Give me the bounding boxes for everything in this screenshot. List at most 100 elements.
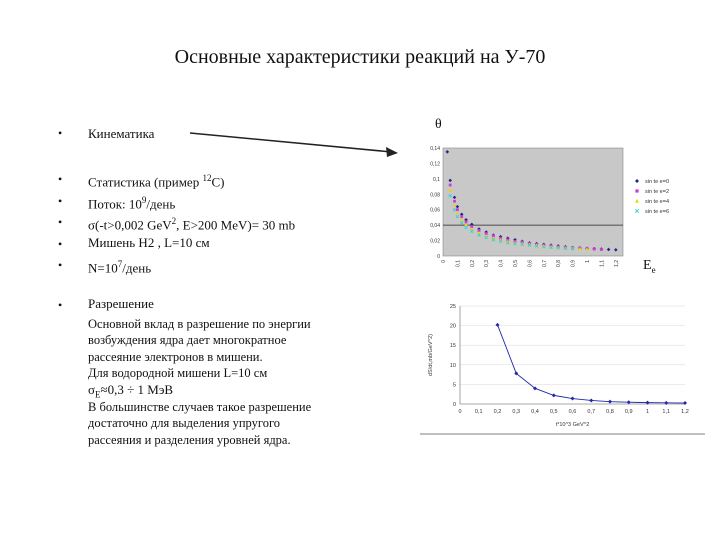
legend-marker	[634, 208, 640, 214]
data-point	[470, 227, 474, 231]
data-point	[452, 207, 457, 212]
y-tick-label: 25	[450, 304, 456, 310]
x-tick-label: 0,3	[512, 409, 520, 415]
y-tick-label: 0,04	[430, 223, 440, 229]
bullet-marker: •	[58, 258, 63, 272]
rate-text: N=107/день	[88, 259, 152, 276]
data-point	[506, 241, 510, 245]
data-point	[498, 239, 503, 244]
x-tick-label: 0,4	[499, 260, 505, 267]
bullet-marker: •	[58, 172, 63, 186]
cross-section-text: σ(-t>0,002 GeV2, E>200 MeV)= 30 mb	[88, 216, 296, 233]
data-point	[491, 238, 496, 242]
data-point	[514, 371, 519, 376]
data-point	[626, 400, 631, 405]
x-tick-label: 0	[441, 260, 447, 263]
resolution-body: Основной вклад в разрешение по энергии в…	[88, 317, 311, 380]
x-tick-label: 0,2	[470, 260, 476, 267]
bullet-marker: •	[58, 215, 63, 229]
x-tick-label: 1,1	[599, 260, 605, 267]
conclusion-text: В большинстве случаев такое разрешение д…	[88, 400, 312, 447]
x-tick-label: 0,8	[556, 260, 562, 267]
data-point	[542, 244, 546, 249]
y-tick-label: 0	[437, 254, 440, 260]
x-tick-label: 1,2	[614, 260, 620, 267]
x-tick-label: 0,2	[494, 409, 502, 415]
electron-energy-label: Ee	[643, 258, 656, 275]
data-point	[477, 231, 481, 235]
legend-marker	[635, 199, 639, 203]
x-tick-label: 0,8	[606, 409, 614, 415]
cross-section-chart: 0 5 10 15 20 25 0 0,1 0,2 0,3 0,4 0,5 0,6 0,7 0,8 0,9 1 1…	[420, 304, 705, 435]
data-point	[448, 188, 452, 192]
x-tick-label: 0,9	[571, 260, 577, 267]
y-axis-label: dS/dt,mb/GeV^2)	[428, 334, 434, 376]
data-point	[549, 245, 553, 250]
angular-distribution-chart: 0 0,02 0,04 0,06 0,08 0,1 0,12 0,14 0 0,1 0,2 0,3 0,…	[430, 146, 669, 267]
flux-text: Поток: 109/день	[88, 195, 176, 212]
data-point	[513, 241, 517, 245]
data-point	[534, 244, 539, 248]
data-point	[614, 248, 618, 252]
x-tick-label: 0,7	[542, 260, 548, 267]
x-tick-label: 1	[585, 260, 591, 263]
x-tick-label: 0,1	[475, 409, 483, 415]
x-tick-label: 1,1	[662, 409, 670, 415]
x-tick-label: 0,5	[513, 260, 519, 267]
data-point	[578, 246, 582, 251]
x-tick-label: 1	[646, 409, 649, 415]
data-point	[456, 208, 459, 212]
data-point	[683, 401, 687, 406]
x-tick-label: 0	[458, 409, 461, 415]
x-tick-label: 0,9	[625, 409, 633, 415]
bullet-marker: •	[58, 237, 63, 251]
x-tick-label: 0,4	[531, 409, 539, 415]
y-tick-label: 0,14	[430, 146, 440, 152]
y-tick-label: 5	[453, 382, 456, 388]
data-point	[448, 194, 452, 198]
x-tick-label: 0,5	[550, 409, 558, 415]
data-point	[585, 247, 589, 251]
bullet-marker: •	[58, 298, 63, 312]
legend-label: sin te e=2	[645, 189, 669, 195]
bullet-marker: •	[58, 126, 63, 140]
legend-marker	[635, 189, 639, 193]
target-text: Мишень H2 , L=10 см	[88, 235, 210, 250]
data-point	[460, 215, 464, 219]
data-point	[556, 245, 560, 249]
data-point	[452, 203, 457, 207]
data-point	[533, 386, 537, 391]
y-tick-label: 0,08	[430, 192, 440, 198]
slide-title: Основные характеристики реакций на У-70	[174, 46, 546, 68]
data-point	[645, 400, 650, 405]
data-point	[459, 217, 464, 222]
x-tick-label: 1,2	[681, 409, 689, 415]
legend-label: sin te e=6	[645, 209, 669, 215]
data-point	[464, 217, 468, 222]
data-point	[563, 246, 568, 250]
data-point	[563, 246, 568, 251]
resolution-heading: Разрешение	[88, 296, 154, 311]
data-point	[570, 246, 575, 250]
data-point	[464, 225, 468, 230]
legend-label: sin te e=0	[645, 179, 669, 185]
data-point	[448, 183, 452, 187]
y-tick-label: 0,06	[430, 208, 440, 214]
statistics-text: Статистика (пример 12C)	[88, 173, 225, 190]
data-point	[556, 246, 560, 250]
x-axis-label: t*10^3 GeV^2	[556, 422, 590, 428]
bullet-marker: •	[58, 194, 63, 208]
y-tick-label: 0,02	[430, 239, 440, 245]
data-point	[464, 222, 468, 226]
x-tick-label: 0,6	[569, 409, 577, 415]
legend-label: sin te e=4	[645, 199, 669, 205]
data-point	[452, 195, 457, 200]
data-point	[608, 399, 612, 404]
series-line	[497, 324, 686, 404]
data-point	[455, 214, 460, 219]
data-point	[606, 247, 611, 252]
data-point	[527, 243, 532, 247]
theta-label: θ	[435, 117, 442, 132]
y-tick-label: 0	[453, 402, 456, 408]
